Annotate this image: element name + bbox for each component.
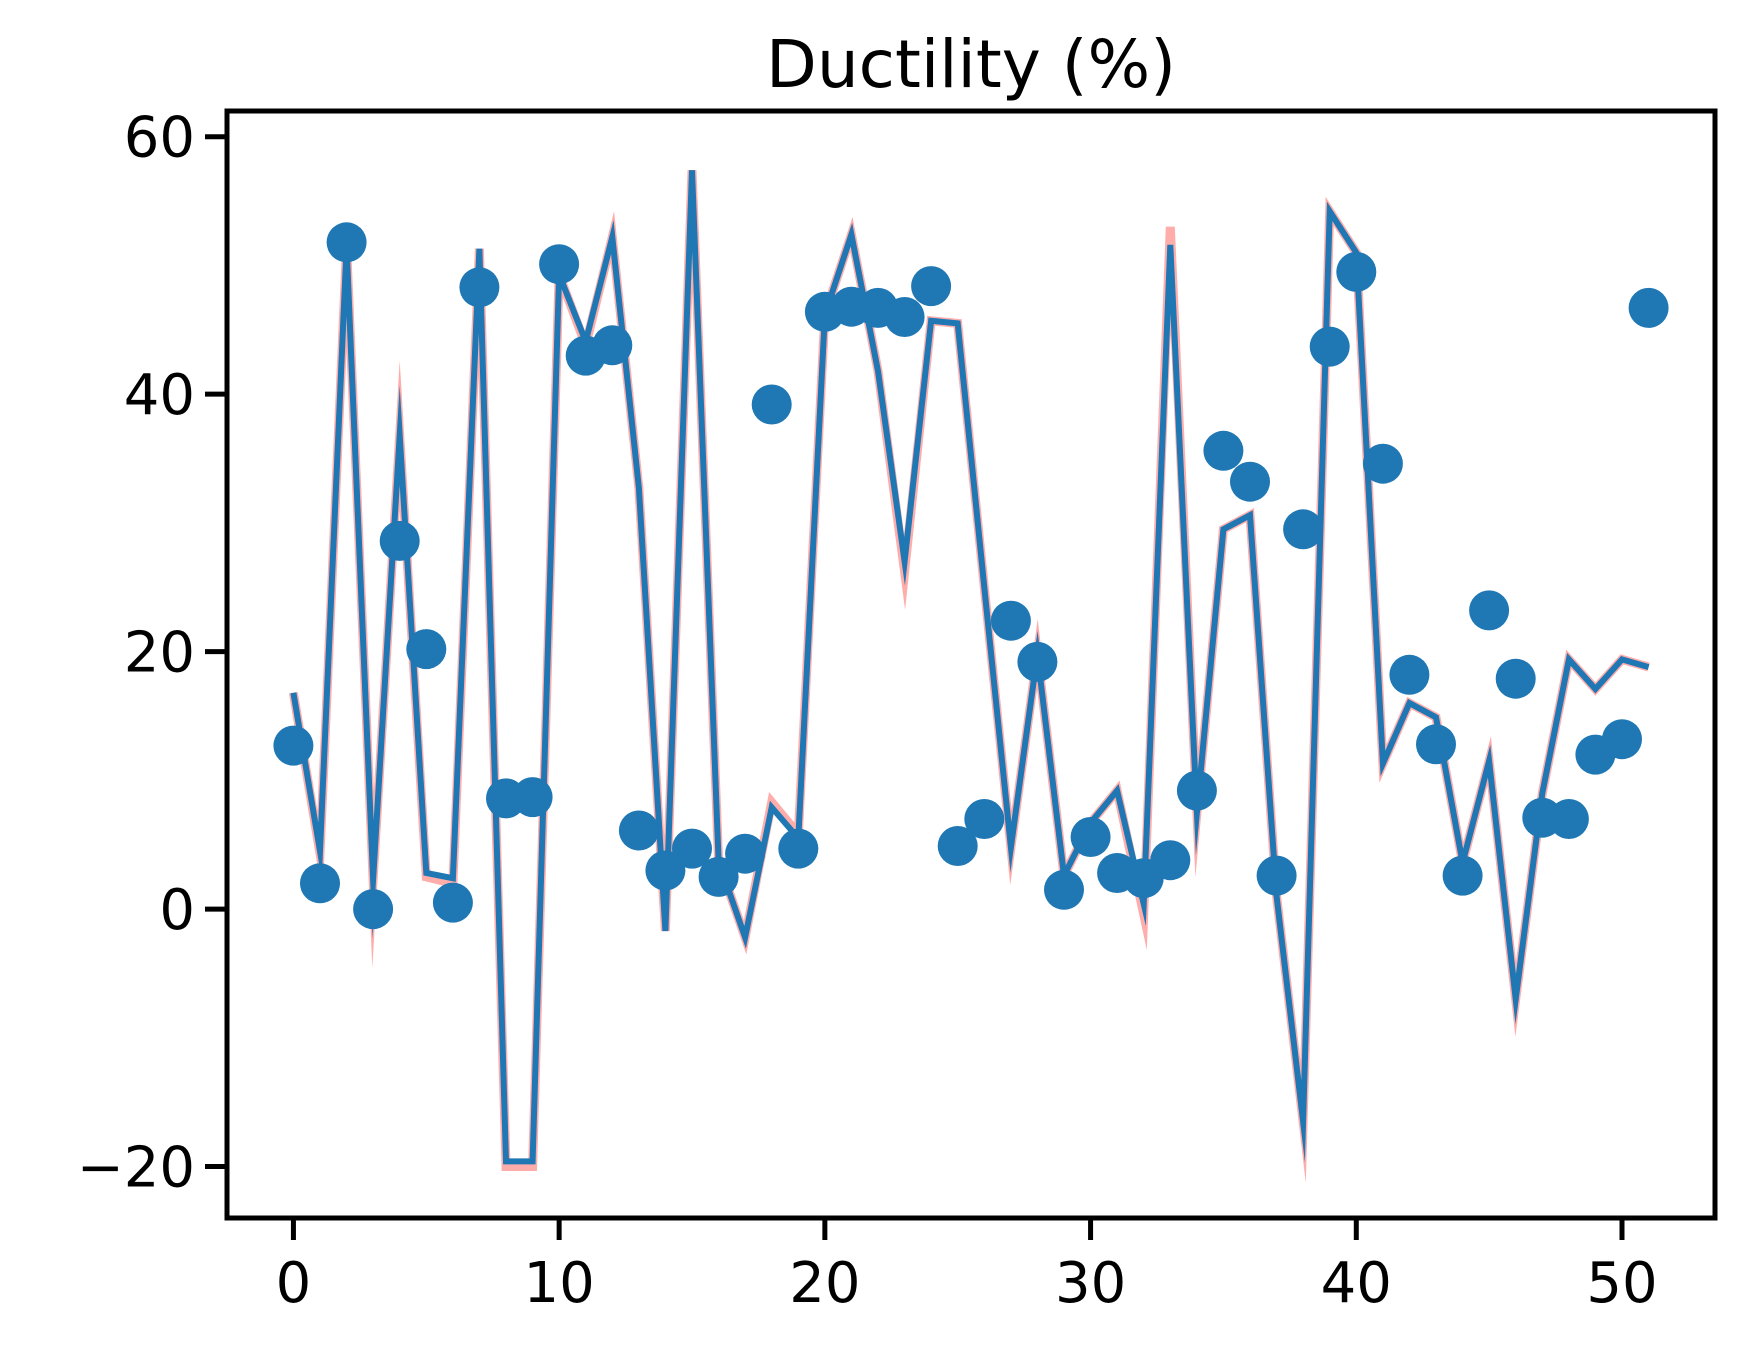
data-point — [751, 384, 792, 425]
data-point — [1070, 817, 1111, 857]
data-point — [884, 297, 925, 337]
data-point — [1548, 799, 1589, 839]
x-axis: 0 10 20 30 40 50 — [276, 1218, 1658, 1316]
y-tick-label: −20 — [77, 1136, 195, 1201]
data-point — [1150, 840, 1191, 881]
data-point — [326, 222, 367, 263]
data-point — [1389, 654, 1430, 695]
data-point — [1230, 461, 1270, 502]
data-point — [778, 828, 819, 869]
x-tick-label: 30 — [1055, 1251, 1126, 1316]
data-point — [592, 325, 633, 366]
x-tick-label: 0 — [276, 1251, 312, 1316]
data-point — [512, 777, 553, 818]
data-point — [1176, 770, 1217, 811]
axes-frame — [224, 108, 1718, 1221]
data-point — [1309, 326, 1350, 367]
data-point — [911, 266, 952, 307]
data-point — [672, 828, 712, 869]
data-point — [1469, 590, 1510, 631]
data-point — [1628, 287, 1669, 328]
data-point — [990, 600, 1031, 641]
data-point — [353, 889, 394, 930]
data-point — [1017, 641, 1058, 682]
data-point — [300, 863, 340, 904]
data-point — [937, 826, 978, 866]
x-tick-label: 20 — [789, 1251, 860, 1316]
x-tick-label: 40 — [1321, 1251, 1392, 1316]
plot-area — [273, 170, 1669, 1184]
data-point — [1442, 855, 1483, 896]
data-point — [1283, 509, 1324, 550]
data-point — [698, 856, 739, 897]
y-tick-label: 0 — [159, 878, 195, 943]
data-point — [1362, 443, 1403, 484]
series-line-1 — [288, 170, 1650, 1184]
x-tick-label: 50 — [1586, 1251, 1657, 1316]
data-point — [379, 520, 420, 561]
data-point — [1602, 719, 1642, 760]
data-point — [459, 267, 500, 308]
x-tick-label: 10 — [524, 1251, 595, 1316]
data-point — [273, 725, 314, 766]
data-point — [964, 799, 1005, 839]
y-tick-label: 20 — [124, 621, 195, 686]
y-tick-label: 60 — [124, 106, 195, 171]
y-tick-label: 40 — [124, 363, 195, 428]
y-axis: −20 0 20 40 60 — [77, 106, 227, 1201]
data-point — [406, 629, 447, 670]
data-point — [1336, 251, 1377, 292]
data-point — [1044, 869, 1084, 910]
data-point — [1203, 430, 1244, 471]
data-point — [1495, 658, 1536, 699]
data-point — [1256, 855, 1297, 896]
data-point — [645, 850, 686, 891]
data-point — [432, 882, 473, 923]
data-point — [618, 810, 659, 851]
data-point — [539, 244, 580, 285]
data-point — [1416, 724, 1456, 765]
data-point — [725, 833, 766, 874]
chart-title: Ductility (%) — [766, 26, 1176, 103]
series-line-2 — [290, 170, 1650, 1165]
